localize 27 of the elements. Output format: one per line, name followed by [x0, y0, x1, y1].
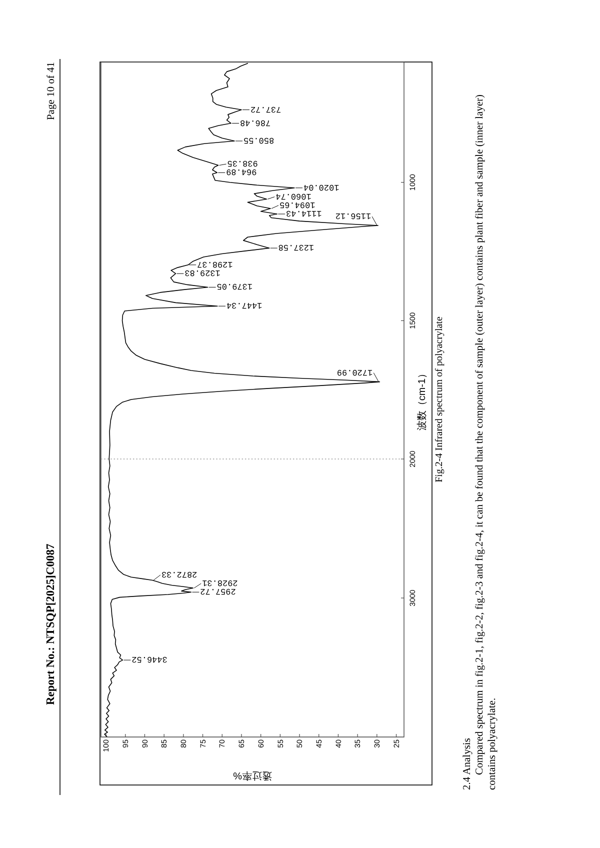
annotation: 737.72: [250, 104, 282, 114]
annotation: 2872.33: [161, 568, 198, 579]
annotation: 1329.83: [184, 268, 220, 278]
annotation: 1447.34: [226, 300, 262, 310]
annotation: 1237.58: [278, 242, 314, 252]
annotation: 3446.52: [132, 654, 168, 664]
annotation: 1298.37: [197, 258, 233, 269]
annotation: 1020.04: [303, 182, 340, 192]
annotation: 786.48: [240, 117, 271, 128]
annotation: 1094.65: [279, 199, 316, 210]
caption: Fig.2-4 Infrared spectrum of polyacrylate: [434, 316, 445, 482]
annotation: 1114.43: [286, 208, 322, 218]
annotation: 964.89: [226, 166, 257, 177]
text: Report No.: NTSQP[2025]C0087: [45, 543, 57, 705]
annotation: 1379.05: [216, 281, 253, 292]
x-axis-title: 透过率%: [232, 770, 272, 782]
annotation: 850.55: [244, 135, 274, 146]
annotation: 2928.31: [202, 578, 238, 588]
text: Compared spectrum in fig.2-1, fig.2-2, fig.2-3 and fig.2-4, it can be found that the component of sample (outer layer) contains plant fiber and sample (inner layer) contains polyacrylate.: [474, 94, 498, 790]
text: Page 10 of 41: [46, 62, 57, 120]
annotation: 1720.99: [336, 366, 373, 377]
annotation: 938.35: [227, 158, 258, 168]
y-axis-title: 波数（cm-1）: [416, 368, 428, 431]
annotation: 1156.12: [335, 210, 372, 221]
annotation: 1060.74: [276, 190, 312, 201]
text: 2.4 Analysis: [462, 738, 473, 790]
annotation: 2957.72: [200, 586, 236, 596]
